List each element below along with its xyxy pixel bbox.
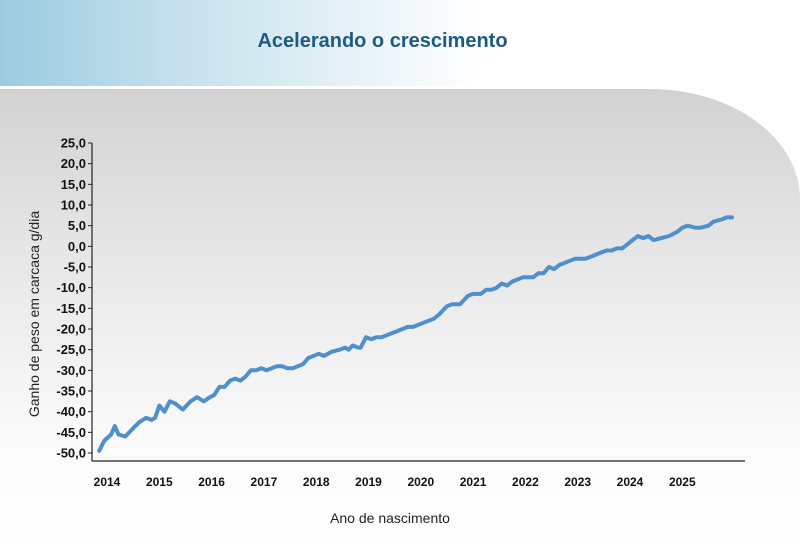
y-tick-label: 20,0 [61, 156, 86, 171]
x-tick-label: 2025 [669, 475, 696, 489]
chart-panel [0, 89, 800, 550]
y-tick-label: -15,0 [56, 301, 86, 316]
y-tick-label: 5,0 [68, 218, 86, 233]
y-tick-label: -50,0 [56, 446, 86, 461]
x-tick-label: 2023 [564, 475, 591, 489]
y-axis: 25,0 20,0 15,0 10,0 5,0 0,0 -5,0 -10,0 -15,0 -20,… [56, 136, 93, 461]
y-tick-label: -10,0 [56, 280, 86, 295]
x-axis: 2014 2015 2016 2017 2018 2019 2020 2021 2022 2023… [92, 460, 745, 489]
x-tick-label: 2020 [407, 475, 434, 489]
y-tick-label: -40,0 [56, 404, 86, 419]
y-tick-label: -20,0 [56, 322, 86, 337]
x-tick-label: 2015 [146, 475, 173, 489]
x-axis-title: Ano de nascimento [330, 510, 450, 526]
header-banner: Acelerando o crescimento [0, 0, 800, 86]
x-tick-label: 2014 [94, 475, 121, 489]
x-tick-label: 2024 [617, 475, 644, 489]
y-tick-label: 10,0 [61, 198, 86, 213]
x-tick-label: 2019 [355, 475, 382, 489]
x-tick-label: 2017 [251, 475, 278, 489]
y-tick-label: -25,0 [56, 342, 86, 357]
y-axis-title: Ganho de peso em carcaca g/dia [26, 211, 42, 417]
y-tick-label: -5,0 [64, 260, 86, 275]
x-tick-label: 2016 [198, 475, 225, 489]
x-tick-label: 2018 [303, 475, 330, 489]
chart-title: Acelerando o crescimento [257, 30, 508, 52]
y-tick-label: 25,0 [61, 136, 86, 151]
y-tick-label: 0,0 [68, 239, 86, 254]
y-tick-label: 15,0 [61, 177, 86, 192]
y-tick-label: -45,0 [56, 425, 86, 440]
y-tick-label: -30,0 [56, 363, 86, 378]
x-tick-label: 2022 [512, 475, 539, 489]
x-tick-label: 2021 [460, 475, 487, 489]
y-tick-label: -35,0 [56, 384, 86, 399]
series-line [97, 215, 734, 453]
